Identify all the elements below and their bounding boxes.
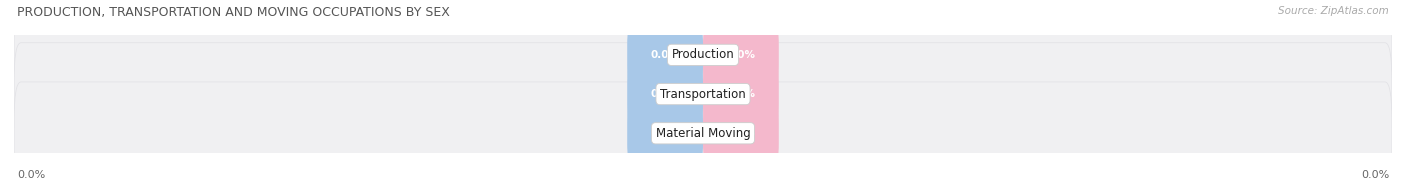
Text: 0.0%: 0.0% xyxy=(727,128,755,138)
Text: 0.0%: 0.0% xyxy=(727,50,755,60)
Text: Material Moving: Material Moving xyxy=(655,127,751,140)
FancyBboxPatch shape xyxy=(703,25,779,85)
Text: PRODUCTION, TRANSPORTATION AND MOVING OCCUPATIONS BY SEX: PRODUCTION, TRANSPORTATION AND MOVING OC… xyxy=(17,6,450,19)
FancyBboxPatch shape xyxy=(703,64,779,124)
FancyBboxPatch shape xyxy=(627,64,703,124)
Text: Transportation: Transportation xyxy=(661,88,745,101)
Text: Source: ZipAtlas.com: Source: ZipAtlas.com xyxy=(1278,6,1389,16)
FancyBboxPatch shape xyxy=(703,103,779,163)
Text: 0.0%: 0.0% xyxy=(651,50,679,60)
FancyBboxPatch shape xyxy=(627,25,703,85)
Text: 0.0%: 0.0% xyxy=(1361,170,1389,180)
Text: 0.0%: 0.0% xyxy=(17,170,45,180)
Text: 0.0%: 0.0% xyxy=(651,89,679,99)
Text: Production: Production xyxy=(672,48,734,61)
FancyBboxPatch shape xyxy=(14,82,1392,185)
FancyBboxPatch shape xyxy=(627,103,703,163)
Text: 0.0%: 0.0% xyxy=(727,89,755,99)
FancyBboxPatch shape xyxy=(14,43,1392,145)
Text: 0.0%: 0.0% xyxy=(651,128,679,138)
FancyBboxPatch shape xyxy=(14,4,1392,106)
